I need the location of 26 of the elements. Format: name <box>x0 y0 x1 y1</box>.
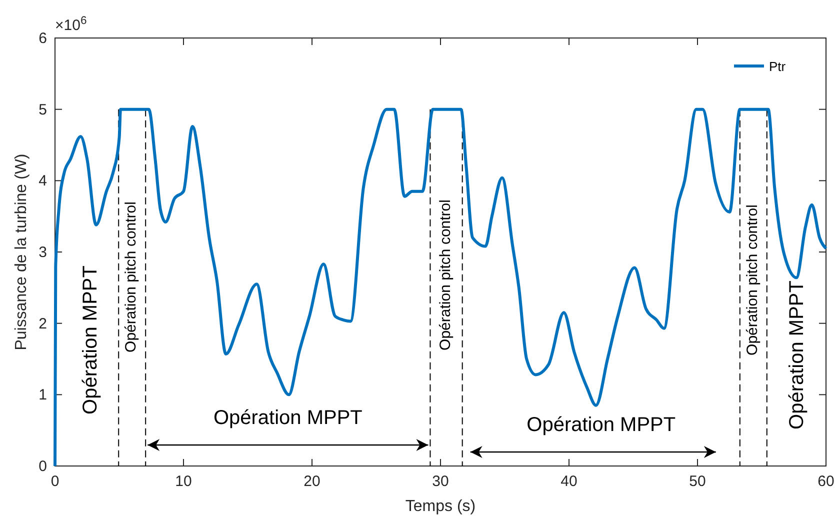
annotation: Opération MPPT <box>526 414 676 436</box>
x-tick-label: 10 <box>175 473 192 490</box>
annotation: Opération MPPT <box>80 266 102 414</box>
x-tick-label: 50 <box>689 473 706 490</box>
y-tick-label: 2 <box>38 315 47 332</box>
x-tick-label: 20 <box>304 473 320 490</box>
text: ×10$^{6}$ <box>55 15 87 34</box>
annotation: Opération pitch control <box>744 204 761 356</box>
y-tick-label: 5 <box>38 101 47 118</box>
y-tick-label: 6 <box>38 30 47 47</box>
x-tick-label: 60 <box>818 473 834 490</box>
x-tick-label: 0 <box>50 473 60 490</box>
x-tick-label: 30 <box>432 473 449 490</box>
x-tick-label: 40 <box>560 473 578 490</box>
annotation: Opération pitch control <box>436 200 454 350</box>
x-axis-title: Temps (s) <box>405 498 476 515</box>
y-tick-label: 3 <box>38 244 47 261</box>
y-tick-label: 4 <box>38 172 47 190</box>
line-series <box>54 108 828 468</box>
annotation: Opération MPPT <box>213 407 362 429</box>
annotation: Opération MPPT <box>786 280 808 430</box>
y-tick-label: 1 <box>38 386 47 404</box>
y-tick-label: 0 <box>38 458 47 475</box>
legend-label: Ptr <box>769 59 786 74</box>
annotation: Opération pitch control <box>122 202 140 352</box>
y-axis-title: Puissance de la turbine (W) <box>13 154 30 350</box>
